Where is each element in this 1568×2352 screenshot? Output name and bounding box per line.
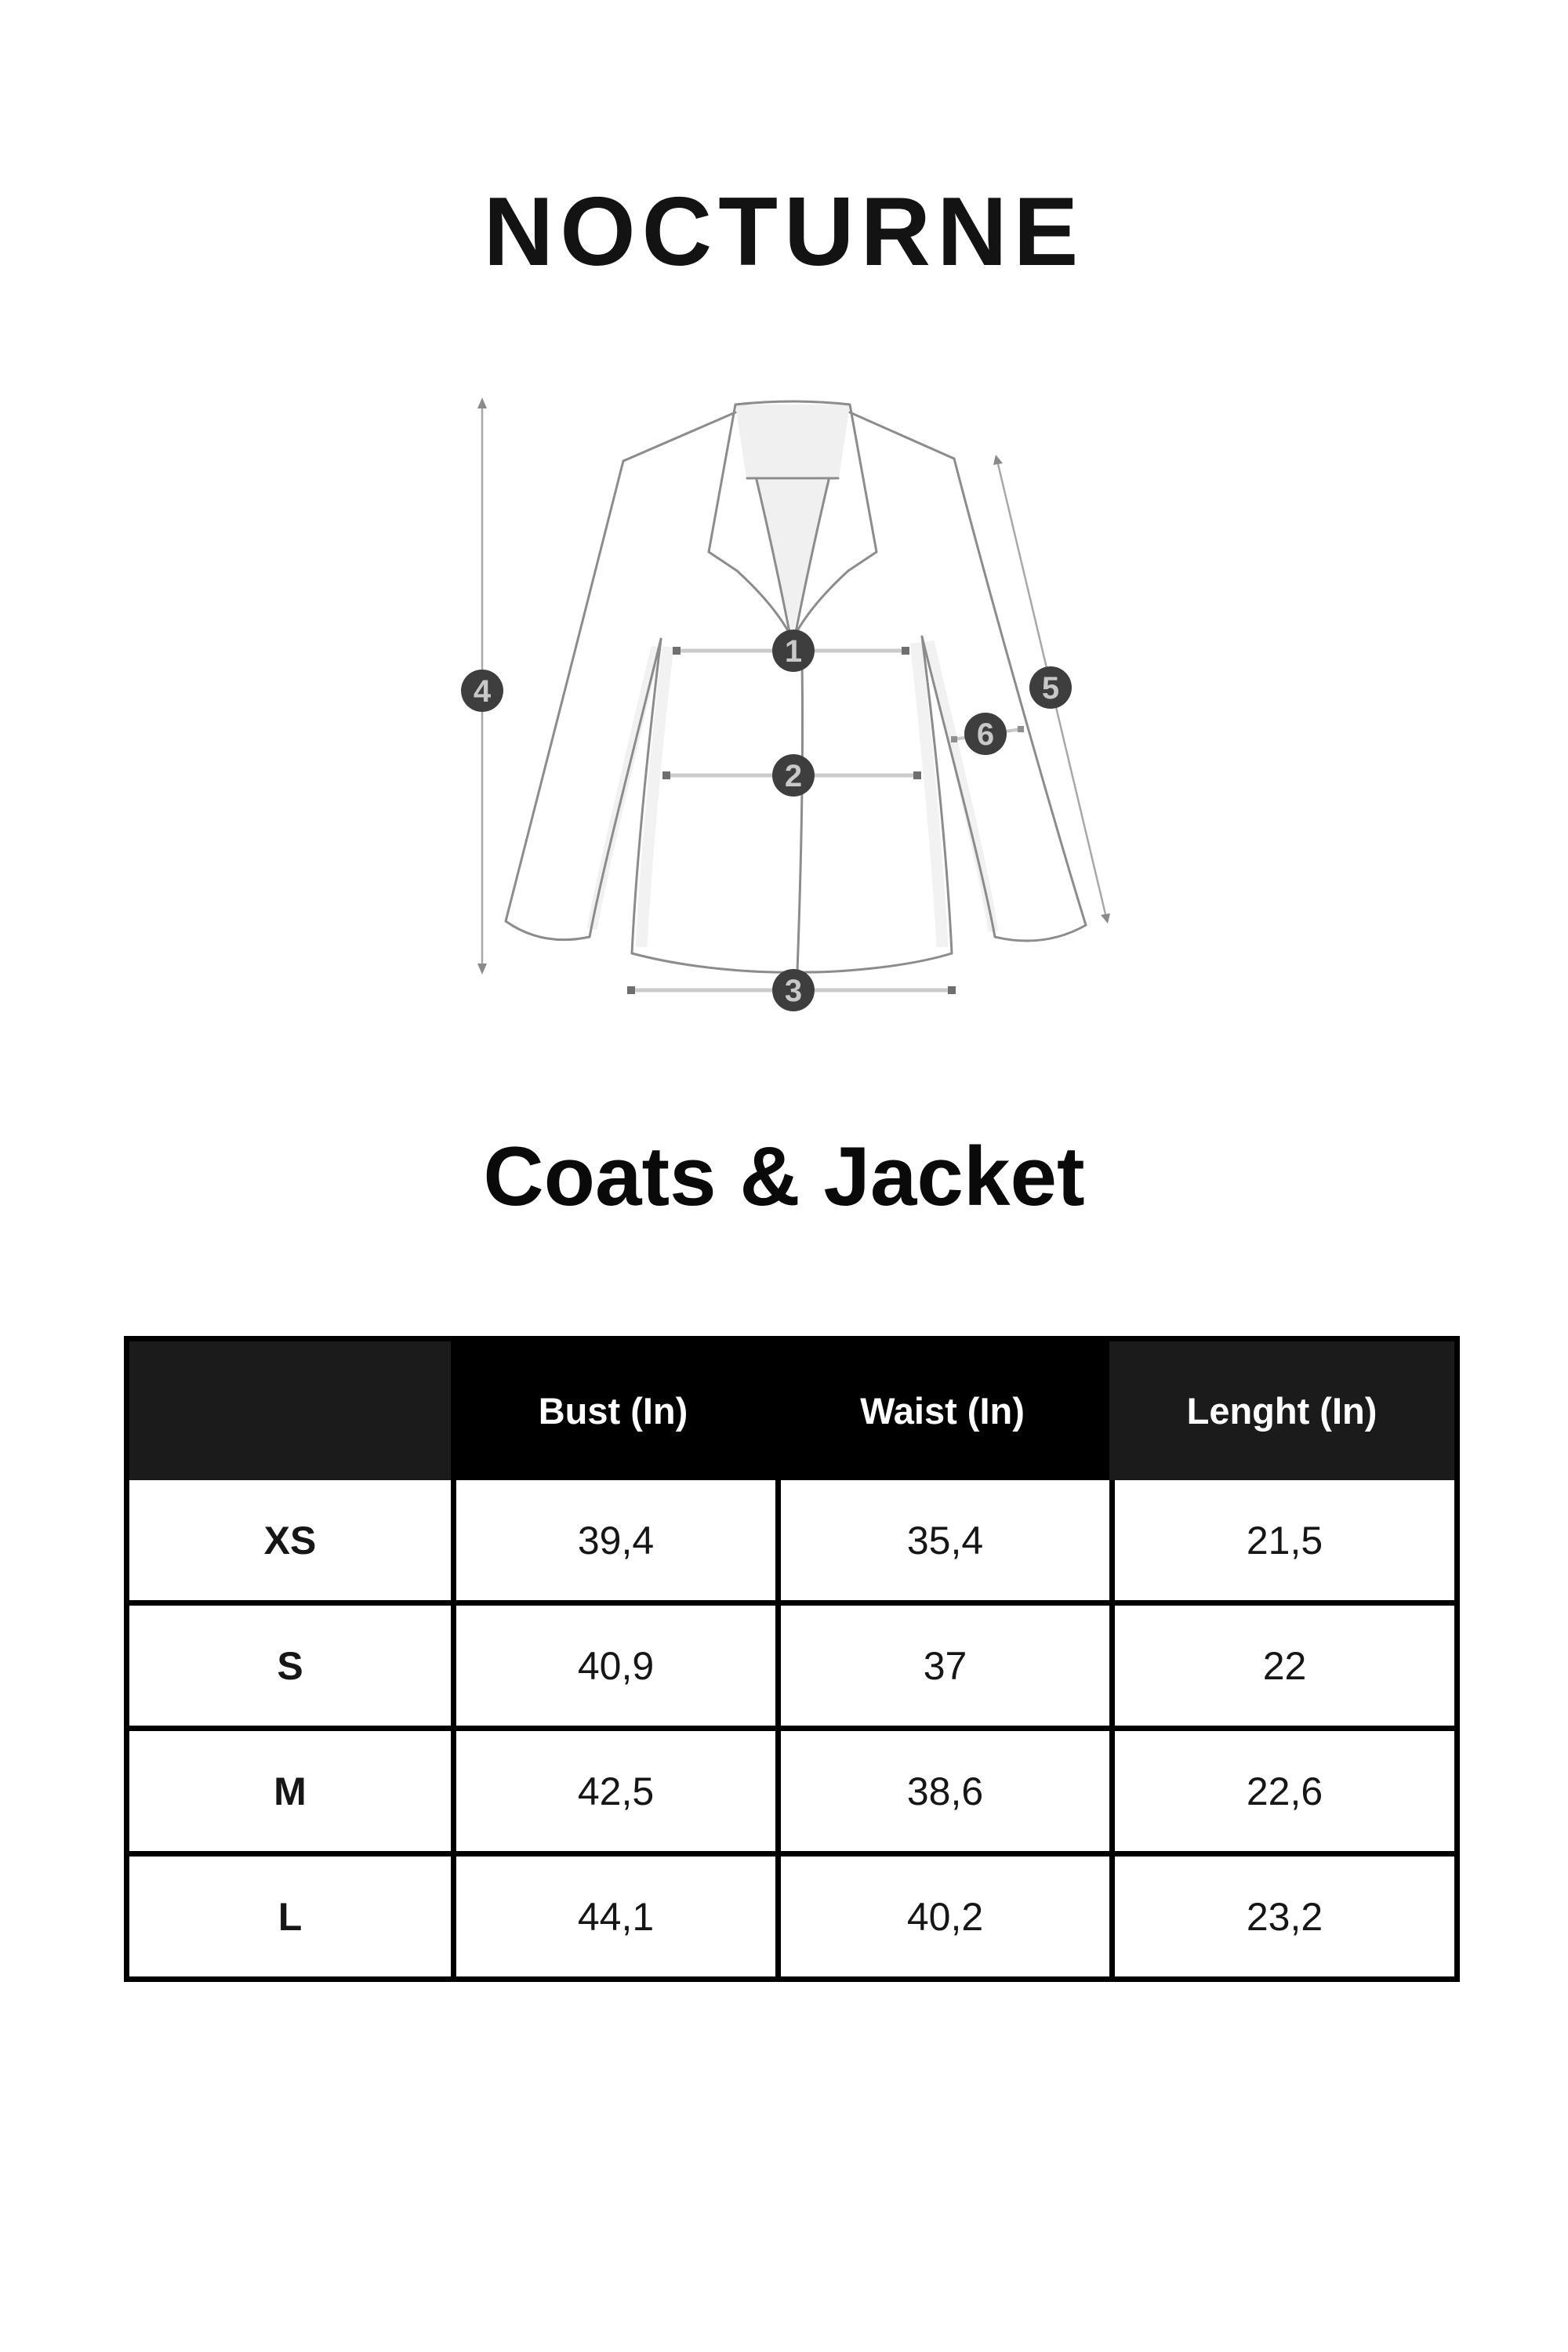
collar [734,400,851,406]
marker-label-1: 1 [785,634,802,669]
marker-label-4: 4 [474,674,492,709]
cell-waist: 35,4 [775,1480,1109,1606]
table-row-m: M 42,5 38,6 22,6 [129,1731,1454,1857]
jacket-measurement-diagram: 1 2 3 4 5 6 [423,345,1176,1098]
marker-label-3: 3 [785,974,802,1008]
sleeve-left-inner [588,637,662,938]
shoulder-right [848,411,956,460]
cell-bust: 40,9 [451,1606,775,1731]
header-cell-length: Lenght (In) [1109,1341,1454,1480]
jacket-outline [504,400,1087,974]
marker-label-5: 5 [1042,671,1059,706]
cell-bust: 39,4 [451,1480,775,1606]
cell-size: M [129,1731,451,1857]
lapel-right [794,569,850,635]
lapel-notch-right [847,550,878,572]
table-header-row: Bust (In) Waist (In) Lenght (In) [129,1341,1454,1480]
marker-circle-4 [461,670,503,712]
cell-length: 22,6 [1109,1731,1454,1857]
marker-label-2: 2 [785,759,802,793]
header-cell-bust: Bust (In) [451,1341,775,1480]
marker-circle-2 [772,754,815,797]
cuff-right [993,924,1087,942]
jacket-diagram-svg: 1 2 3 4 5 6 [461,397,1110,1011]
lapel-left [735,569,791,635]
header-cell-waist: Waist (In) [775,1341,1109,1480]
marker-circle-1 [772,630,815,672]
cell-size: L [129,1857,451,1976]
sleeve-right-inner [920,635,996,938]
sleeve-left-outer [504,459,625,923]
body-left [630,637,662,955]
cell-size: XS [129,1480,451,1606]
cell-length: 23,2 [1109,1857,1454,1976]
cell-size: S [129,1606,451,1731]
size-chart-table: Bust (In) Waist (In) Lenght (In) XS 39,4… [124,1336,1460,1982]
page-title: Coats & Jacket [483,1129,1085,1223]
cell-length: 21,5 [1109,1480,1454,1606]
cell-waist: 37 [775,1606,1109,1731]
cell-bust: 42,5 [451,1731,775,1857]
header-cell-size [129,1341,451,1480]
table-row-xs: XS 39,4 35,4 21,5 [129,1480,1454,1606]
cell-length: 22 [1109,1606,1454,1731]
shoulder-left [622,411,737,463]
body-right [920,635,953,955]
marker-label-6: 6 [977,717,994,752]
marker-circle-5 [1029,666,1072,709]
measurement-markers: 1 2 3 4 5 6 [461,630,1072,1011]
table-row-s: S 40,9 37 22 [129,1606,1454,1731]
front-placket [796,659,804,972]
lapel-notch-left [707,550,739,572]
marker-circle-3 [772,969,815,1011]
cuff-left [504,920,591,942]
sleeve-right-outer [953,457,1087,927]
cell-waist: 38,6 [775,1731,1109,1857]
cell-waist: 40,2 [775,1857,1109,1976]
brand-logo: NOCTURNE [483,178,1085,286]
marker-circle-6 [964,713,1007,755]
table-row-l: L 44,1 40,2 23,2 [129,1857,1454,1976]
hem [630,952,953,974]
cell-bust: 44,1 [451,1857,775,1976]
